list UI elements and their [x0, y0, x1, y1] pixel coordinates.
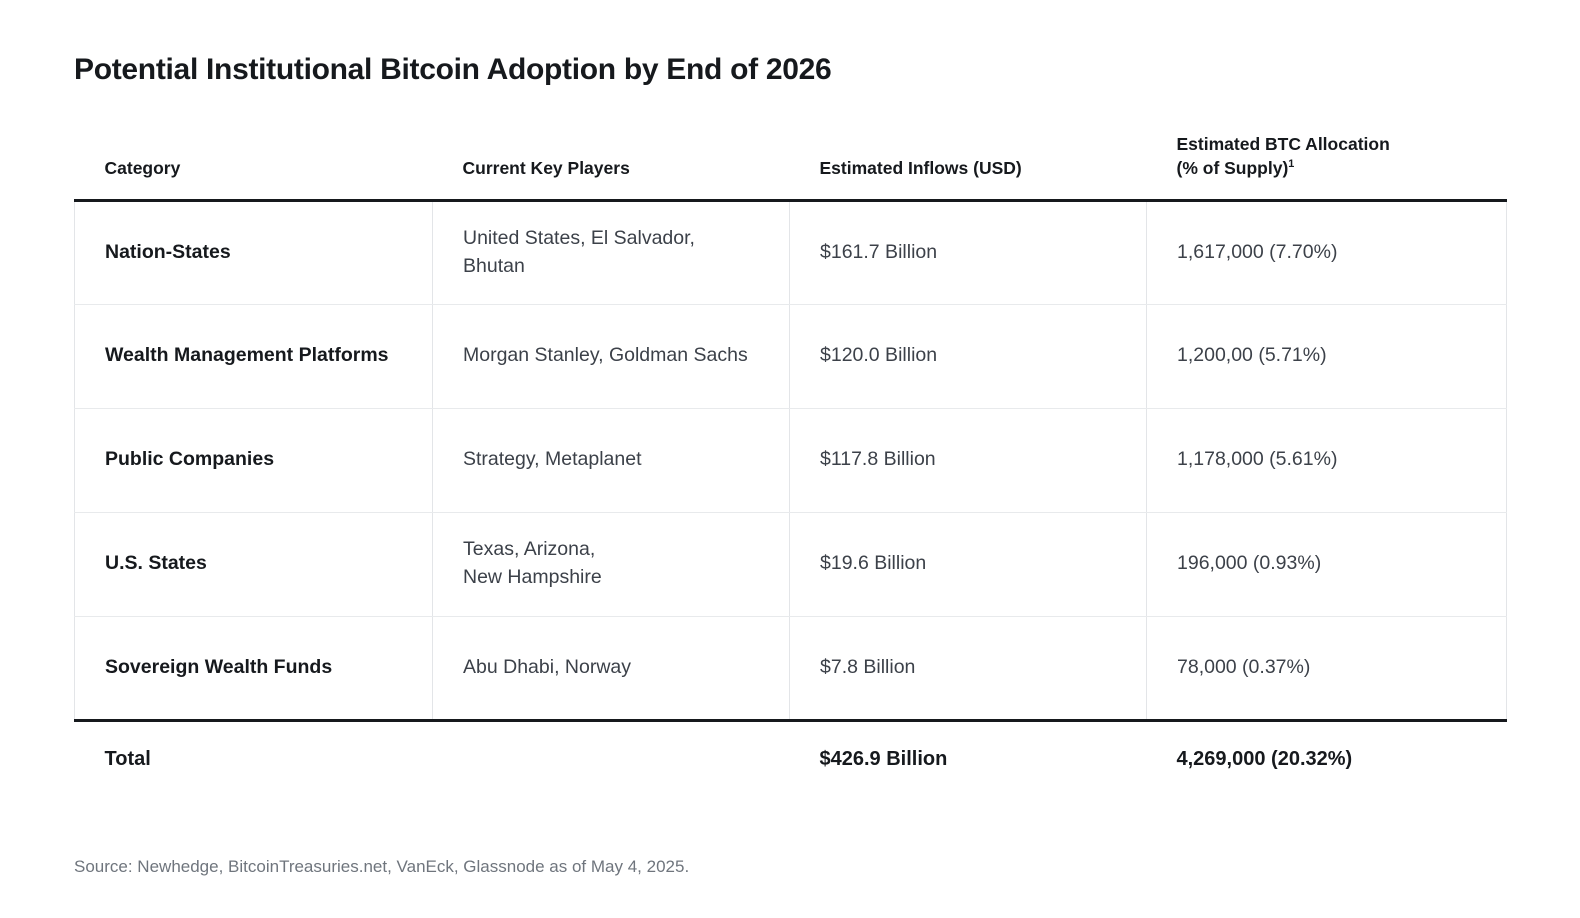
cell-allocation: 1,178,000 (5.61%)	[1146, 408, 1507, 513]
cell-key-players: Abu Dhabi, Norway	[432, 616, 790, 722]
column-header-estimated-inflows: Estimated Inflows (USD)	[819, 157, 1022, 178]
source-note: Source: Newhedge, BitcoinTreasuries.net,…	[74, 857, 690, 876]
cell-category: U.S. States	[74, 512, 433, 617]
cell-inflows: $19.6 Billion	[789, 512, 1147, 617]
cell-category: Nation-States	[74, 198, 433, 305]
cell-category: Public Companies	[74, 408, 433, 513]
cell-inflows: $117.8 Billion	[789, 408, 1147, 513]
total-label: Total	[104, 747, 151, 770]
cell-key-players: Morgan Stanley, Goldman Sachs	[432, 304, 790, 409]
cell-key-players: Strategy, Metaplanet	[432, 408, 790, 513]
cell-allocation: 1,200,00 (5.71%)	[1146, 304, 1507, 409]
cell-inflows: $7.8 Billion	[789, 616, 1147, 722]
column-header-btc-allocation: Estimated BTC Allocation (% of Supply)1	[1147, 122, 1507, 200]
total-inflows: $426.9 Billion	[819, 747, 948, 770]
table-header-row: Category Current Key Players Estimated I…	[75, 122, 1507, 200]
cell-allocation: 196,000 (0.93%)	[1146, 512, 1507, 617]
btc-allocation-line-2: (% of Supply)	[1176, 157, 1289, 178]
table-footer: Total $426.9 Billion 4,269,000 (20.32%)	[75, 720, 1507, 771]
adoption-table: Category Current Key Players Estimated I…	[74, 122, 1507, 771]
table-row: Wealth Management Platforms Morgan Stanl…	[74, 304, 1507, 409]
cell-category: Wealth Management Platforms	[74, 304, 433, 409]
total-allocation: 4,269,000 (20.32%)	[1176, 747, 1353, 770]
cell-category: Sovereign Wealth Funds	[74, 616, 433, 722]
cell-key-players: United States, El Salvador, Bhutan	[432, 198, 790, 305]
footnote-marker: 1	[1288, 158, 1295, 171]
total-key-players	[433, 720, 790, 771]
table-row: Nation-States United States, El Salvador…	[74, 198, 1507, 305]
page-title: Potential Institutional Bitcoin Adoption…	[74, 53, 832, 86]
column-header-category: Category	[104, 157, 181, 178]
table-row: Sovereign Wealth Funds Abu Dhabi, Norway…	[74, 616, 1507, 722]
table-row: Public Companies Strategy, Metaplanet $1…	[74, 408, 1507, 513]
cell-key-players: Texas, Arizona, New Hampshire	[432, 512, 790, 617]
table-header: Category Current Key Players Estimated I…	[75, 122, 1507, 200]
cell-allocation: 78,000 (0.37%)	[1146, 616, 1507, 722]
cell-inflows: $120.0 Billion	[789, 304, 1147, 409]
adoption-table-container: Category Current Key Players Estimated I…	[74, 122, 1507, 771]
cell-inflows: $161.7 Billion	[789, 198, 1147, 305]
cell-allocation: 1,617,000 (7.70%)	[1146, 198, 1507, 305]
total-row: Total $426.9 Billion 4,269,000 (20.32%)	[75, 720, 1507, 771]
btc-allocation-line-1: Estimated BTC Allocation	[1176, 134, 1390, 155]
table-body: Nation-States United States, El Salvador…	[74, 198, 1507, 722]
table-row: U.S. States Texas, Arizona, New Hampshir…	[74, 512, 1507, 617]
column-header-key-players: Current Key Players	[462, 157, 630, 178]
